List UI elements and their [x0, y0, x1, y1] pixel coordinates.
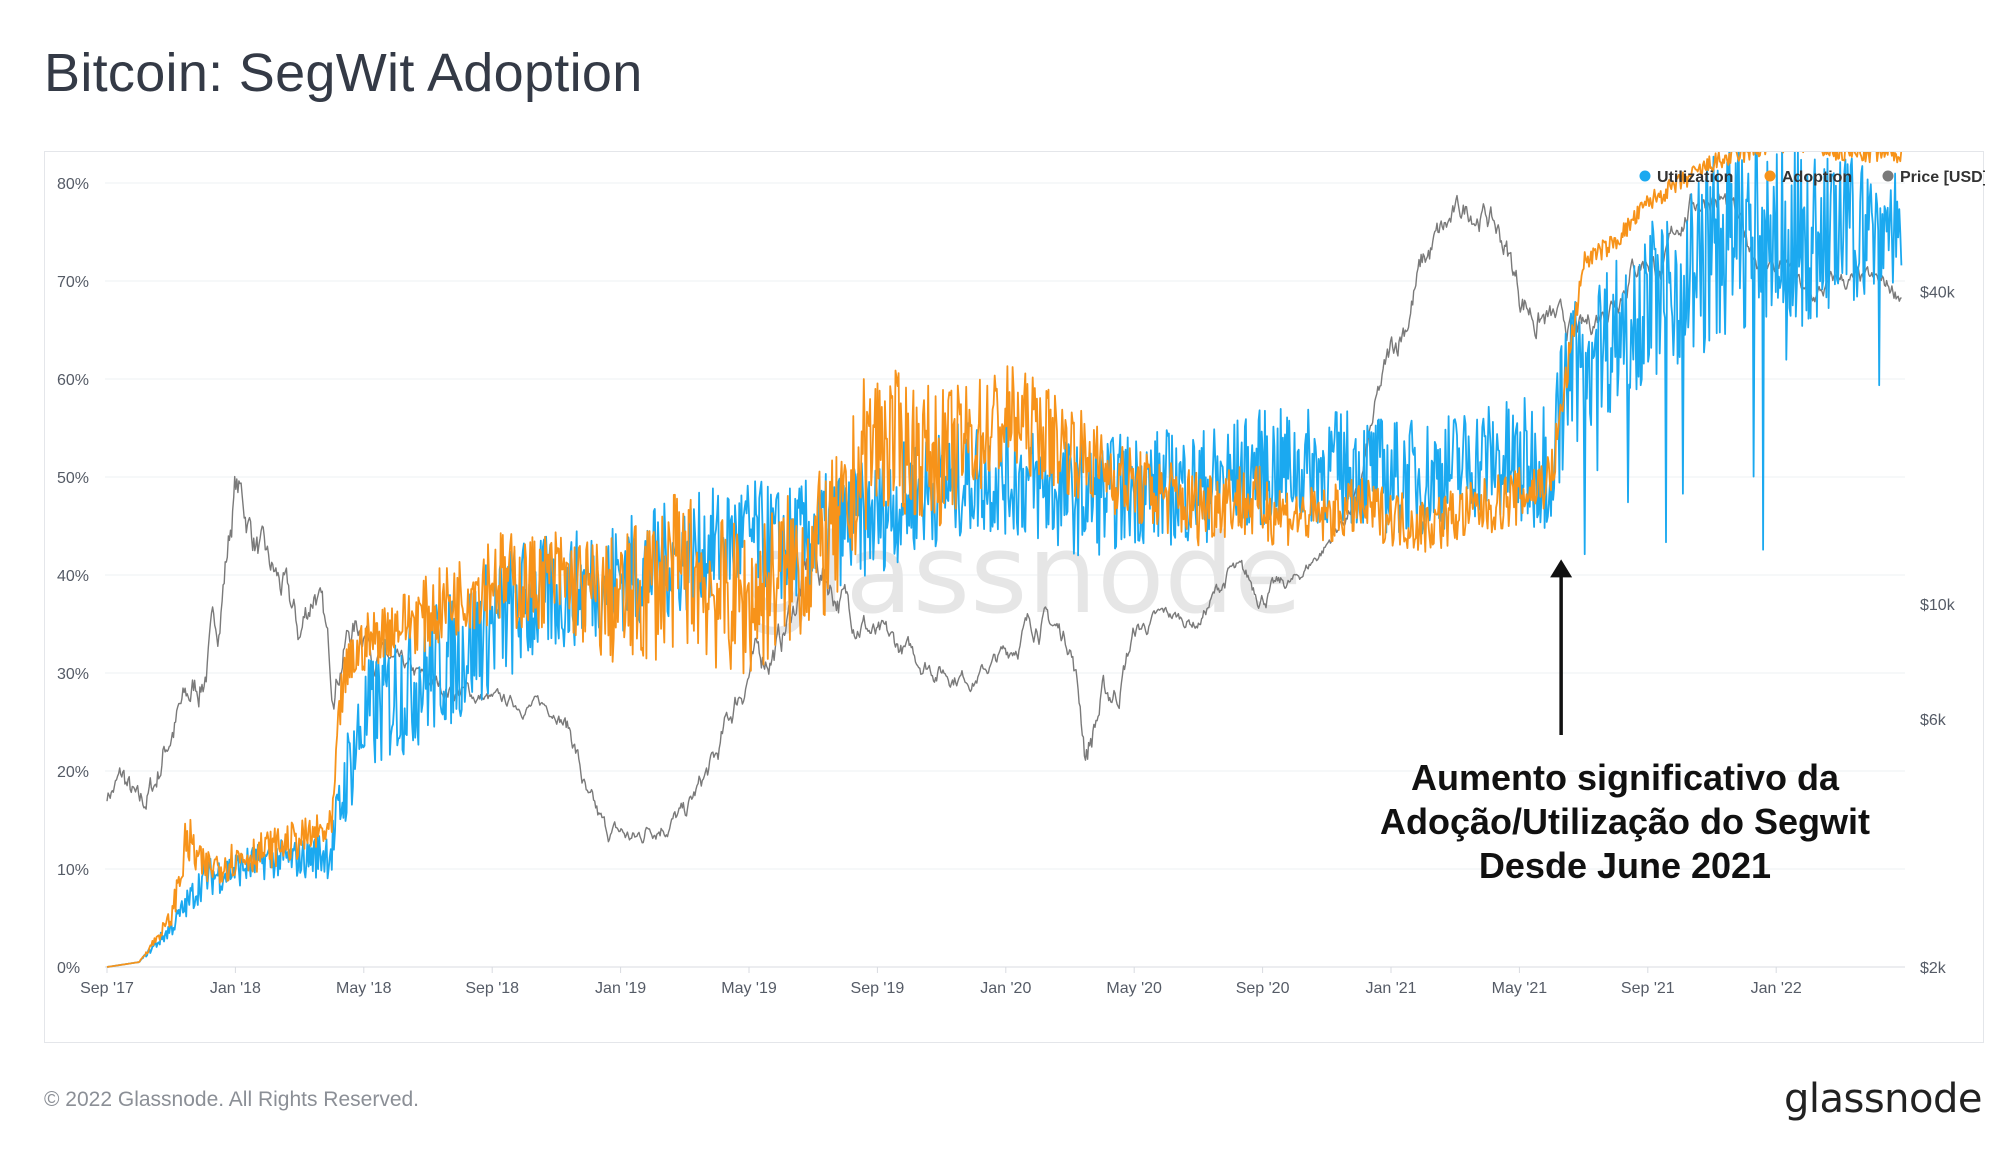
y-tick-label: 20%: [57, 764, 89, 781]
legend-marker: [1639, 170, 1651, 182]
series-line-adoption: [106, 152, 1903, 968]
x-tick-label: Jan '20: [980, 980, 1031, 997]
y-right-tick-label: $10k: [1920, 597, 1956, 614]
x-tick-label: Jan '22: [1751, 980, 1802, 997]
y-tick-label: 50%: [57, 470, 89, 487]
chart-title: Bitcoin: SegWit Adoption: [44, 43, 643, 103]
y-left-axis: 0%10%20%30%40%50%60%70%80%90%: [57, 176, 89, 977]
x-tick-label: Sep '18: [465, 980, 519, 997]
x-tick-label: May '21: [1492, 980, 1548, 997]
legend-item: Adoption: [1782, 169, 1852, 186]
series-group: [106, 152, 1903, 968]
y-right-axis: $2k $6k $10k $40k: [1920, 284, 1956, 977]
x-tick-label: Sep '17: [80, 980, 134, 997]
x-tick-label: May '20: [1106, 980, 1162, 997]
y-right-tick-label: $2k: [1920, 960, 1947, 977]
x-tick-label: Sep '19: [851, 980, 905, 997]
y-tick-label: 0%: [57, 960, 80, 977]
x-tick-label: May '18: [336, 980, 392, 997]
y-tick-label: 80%: [57, 176, 89, 193]
x-tick-label: Sep '21: [1621, 980, 1675, 997]
series-line-price-usd: [106, 192, 1902, 844]
annotation-text-line: Desde June 2021: [1479, 845, 1771, 886]
y-right-tick-label: $6k: [1920, 712, 1947, 729]
legend-marker: [1764, 170, 1776, 182]
y-tick-label: 30%: [57, 666, 89, 683]
legend[interactable]: Utilization Adoption Price [USD]: [1639, 169, 1986, 186]
annotation-text-line: Aumento significativo da: [1411, 757, 1840, 798]
legend-item: Price [USD]: [1900, 169, 1985, 186]
y-right-tick-label: $40k: [1920, 284, 1956, 301]
x-tick-label: Jan '21: [1365, 980, 1416, 997]
x-tick-label: Sep '20: [1236, 980, 1290, 997]
x-tick-label: May '19: [721, 980, 777, 997]
chart-svg: glassnode 0%10%20%30%40%50%60%70%80%90% …: [57, 152, 1986, 997]
annotation: Aumento significativo daAdoção/Utilizaçã…: [1380, 559, 1870, 886]
legend-marker: [1882, 170, 1894, 182]
annotation-text-line: Adoção/Utilização do Segwit: [1380, 801, 1870, 842]
x-tick-label: Jan '18: [210, 980, 261, 997]
series-line-utilization: [106, 152, 1903, 968]
chart-frame: glassnode 0%10%20%30%40%50%60%70%80%90% …: [44, 151, 1986, 1043]
copyright: © 2022 Glassnode. All Rights Reserved.: [44, 1088, 420, 1111]
y-tick-label: 60%: [57, 372, 89, 389]
y-tick-label: 40%: [57, 568, 89, 585]
y-tick-label: 10%: [57, 862, 89, 879]
x-axis: Sep '17 Jan '18 May '18 Sep '18 Jan '19 May '…: [80, 967, 1802, 997]
x-tick-label: Jan '19: [595, 980, 646, 997]
annotation-arrow-head: [1550, 559, 1573, 578]
glassnode-logo: glassnode: [1783, 1076, 1983, 1122]
y-tick-label: 70%: [57, 274, 89, 291]
legend-item: Utilization: [1657, 169, 1733, 186]
